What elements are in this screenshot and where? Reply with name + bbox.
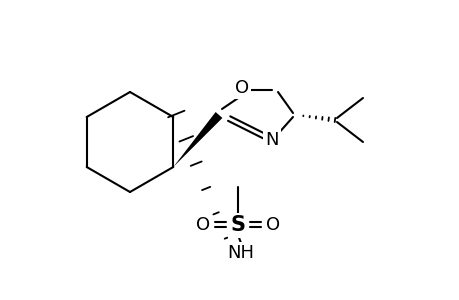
Text: O: O <box>265 216 280 234</box>
Text: S: S <box>230 215 245 235</box>
Text: O: O <box>235 79 248 97</box>
Polygon shape <box>173 112 222 167</box>
Text: NH: NH <box>227 244 254 262</box>
Text: O: O <box>196 216 210 234</box>
Text: N: N <box>265 131 278 149</box>
